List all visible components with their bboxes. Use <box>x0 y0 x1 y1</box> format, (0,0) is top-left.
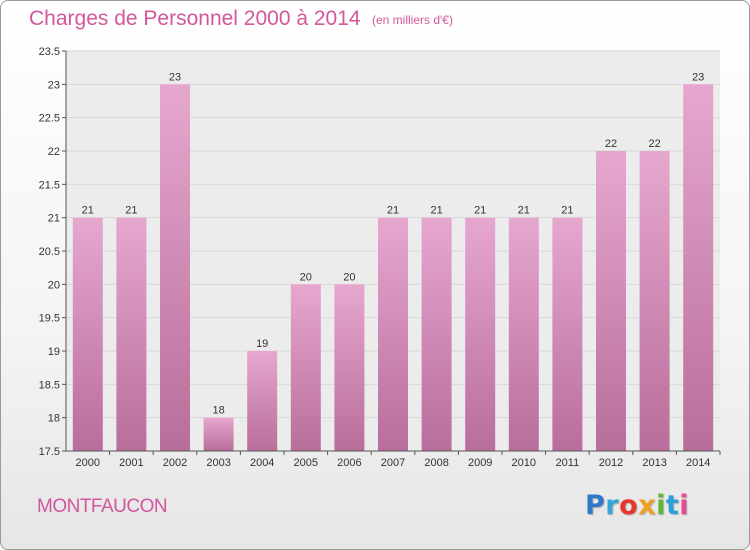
data-label-2014: 23 <box>692 71 704 83</box>
x-tick-label-2002: 2002 <box>163 457 187 469</box>
y-tick-label: 20.5 <box>39 246 60 258</box>
y-tick-label: 19 <box>48 346 60 358</box>
bar-2003 <box>203 417 234 451</box>
bar-2013 <box>639 151 670 451</box>
logo-letter: i <box>679 490 690 521</box>
data-label-2004: 19 <box>256 338 268 350</box>
axes <box>62 50 721 455</box>
bar-2011 <box>552 217 583 451</box>
logo-letter: P <box>585 490 606 521</box>
data-label-2012: 22 <box>605 138 617 150</box>
y-tick-label: 21.5 <box>39 179 60 191</box>
bar-2006 <box>334 284 365 451</box>
data-label-2003: 18 <box>212 405 224 417</box>
y-tick-label: 18.5 <box>39 379 60 391</box>
bars <box>72 84 714 451</box>
bar-2008 <box>421 217 452 451</box>
logo-letter: r <box>605 490 620 521</box>
x-tick-label-2011: 2011 <box>556 457 580 469</box>
bar-2007 <box>378 217 408 451</box>
x-tick-label-2006: 2006 <box>337 457 361 469</box>
logo-letter: x <box>638 490 657 521</box>
logo-letter: t <box>665 490 680 521</box>
data-label-2011: 21 <box>561 205 573 217</box>
x-tick-label-2001: 2001 <box>119 457 143 469</box>
x-tick-label-2009: 2009 <box>468 457 492 469</box>
proxiti-logo[interactable]: Proxiti <box>585 490 689 521</box>
bar-2012 <box>596 151 626 451</box>
data-label-2008: 21 <box>430 205 442 217</box>
logo-letter: o <box>619 490 639 521</box>
data-label-2001: 21 <box>125 205 137 217</box>
x-tick-label-2000: 2000 <box>76 457 100 469</box>
x-tick-label-2008: 2008 <box>424 457 448 469</box>
bar-2009 <box>465 217 496 451</box>
data-label-2000: 21 <box>82 205 94 217</box>
bar-2005 <box>290 284 321 451</box>
bar-2001 <box>116 217 147 451</box>
data-label-2005: 20 <box>300 271 312 283</box>
data-label-2007: 21 <box>387 205 399 217</box>
y-tick-label: 22 <box>48 146 60 158</box>
y-tick-label: 23 <box>48 79 60 91</box>
bar-2000 <box>72 217 103 451</box>
data-label-2010: 21 <box>518 205 530 217</box>
x-tick-label-2012: 2012 <box>599 457 623 469</box>
bar-2004 <box>247 351 278 451</box>
y-tick-label: 21 <box>48 213 60 225</box>
x-tick-label-2007: 2007 <box>381 457 405 469</box>
data-label-2006: 20 <box>343 271 355 283</box>
labels: 17.5 18 18.5 19 19.5 20 20.5 21 21.5 22 22.5 23 23.5… <box>39 46 711 469</box>
data-label-2002: 23 <box>169 71 181 83</box>
y-tick-label: 20 <box>48 279 60 291</box>
logo-letter: i <box>656 490 666 521</box>
town-name: MONTFAUCON <box>37 496 168 517</box>
y-tick-label: 23.5 <box>39 46 60 58</box>
x-tick-label-2014: 2014 <box>686 457 710 469</box>
x-tick-label-2003: 2003 <box>206 457 230 469</box>
chart-title: Charges de Personnel 2000 à 2014 <box>29 7 361 30</box>
x-tick-label-2004: 2004 <box>250 457 274 469</box>
x-tick-label-2005: 2005 <box>294 457 318 469</box>
chart-subtitle: (en milliers d'€) <box>372 13 453 27</box>
y-tick-label: 19.5 <box>39 313 60 325</box>
bar-2002 <box>160 84 190 451</box>
data-label-2013: 22 <box>648 138 660 150</box>
y-tick-label: 18 <box>48 413 60 425</box>
y-tick-label: 17.5 <box>39 446 60 458</box>
x-tick-label-2013: 2013 <box>642 457 666 469</box>
bar-2010 <box>508 217 539 451</box>
x-tick-label-2010: 2010 <box>512 457 536 469</box>
bar-2014 <box>683 84 714 451</box>
y-tick-label: 22.5 <box>39 113 60 125</box>
data-label-2009: 21 <box>474 205 486 217</box>
